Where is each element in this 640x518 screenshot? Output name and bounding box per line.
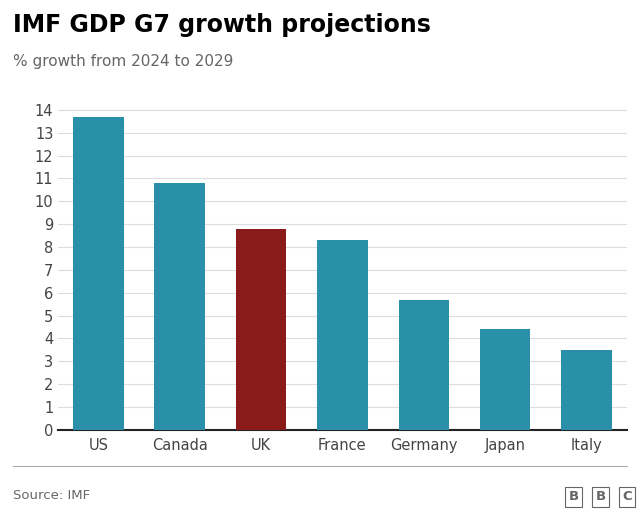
Bar — [73, 117, 124, 430]
Bar — [561, 350, 612, 430]
Bar — [236, 229, 286, 430]
Text: Source: IMF: Source: IMF — [13, 490, 90, 502]
Text: % growth from 2024 to 2029: % growth from 2024 to 2029 — [13, 54, 233, 69]
Bar — [317, 240, 367, 430]
Bar — [154, 183, 205, 430]
Bar — [399, 299, 449, 430]
Text: B: B — [595, 491, 605, 503]
Text: B: B — [568, 491, 579, 503]
Text: IMF GDP G7 growth projections: IMF GDP G7 growth projections — [13, 13, 431, 37]
Text: C: C — [622, 491, 632, 503]
Bar — [480, 329, 531, 430]
